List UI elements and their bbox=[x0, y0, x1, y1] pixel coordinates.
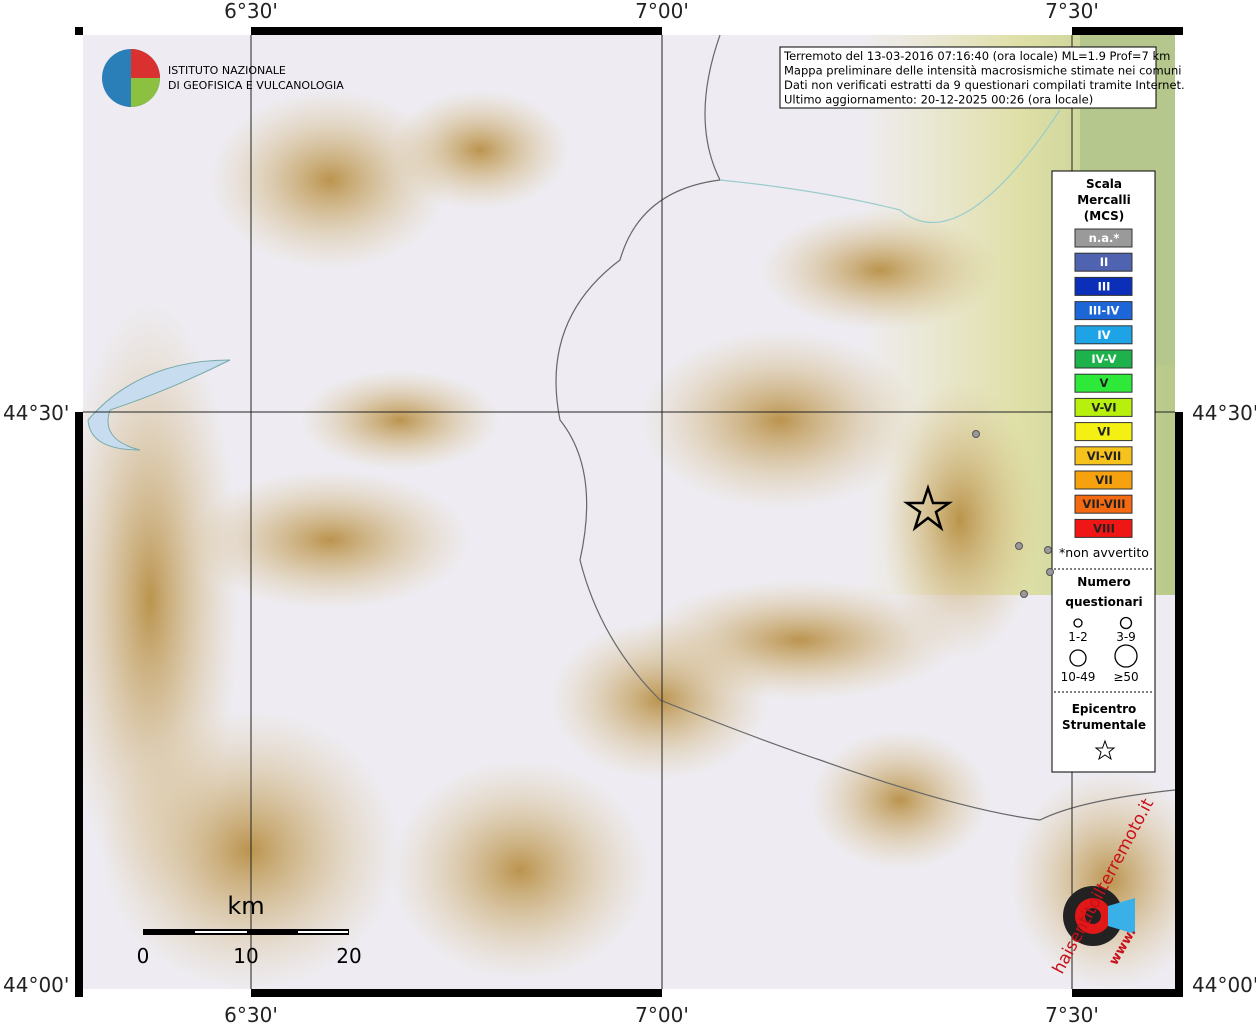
legend-swatch bbox=[1074, 228, 1133, 248]
legend-note: *non avvertito bbox=[1059, 545, 1149, 560]
legend-title: (MCS) bbox=[1084, 209, 1125, 223]
scale-tick: 20 bbox=[336, 944, 361, 968]
info-line: Ultimo aggiornamento: 20-12-2025 00:26 (… bbox=[784, 93, 1093, 107]
legend-swatch bbox=[1074, 470, 1133, 490]
lat-label: 44°00' bbox=[3, 973, 69, 997]
questionnaire-points bbox=[972, 430, 1054, 598]
legend-label: IV bbox=[1097, 328, 1110, 342]
lon-label: 6°30' bbox=[224, 0, 278, 23]
legend-star bbox=[1094, 739, 1116, 761]
lon-label: 7°00' bbox=[635, 1003, 689, 1024]
legend-label: II bbox=[1100, 255, 1109, 269]
legend-title: Mercalli bbox=[1077, 193, 1131, 207]
legend-swatch bbox=[1074, 301, 1133, 321]
info-line: Dati non verificati estratti da 9 questi… bbox=[784, 78, 1185, 92]
legend-swatch bbox=[1074, 446, 1133, 466]
legend-swatch bbox=[1074, 518, 1133, 538]
legend-label: VII-VIII bbox=[1082, 497, 1125, 511]
lat-label: 44°30' bbox=[1192, 401, 1256, 425]
legend-label: VIII bbox=[1093, 521, 1115, 535]
lon-label: 7°30' bbox=[1045, 1003, 1099, 1024]
scale-unit: km bbox=[227, 892, 264, 920]
logo-text: ISTITUTO NAZIONALE bbox=[168, 64, 286, 77]
legend-label: IV-V bbox=[1091, 352, 1116, 366]
legend-swatch bbox=[1074, 494, 1133, 514]
legend-swatch bbox=[1074, 252, 1133, 272]
lon-label: 7°30' bbox=[1045, 0, 1099, 23]
legend-label: n.a.* bbox=[1089, 231, 1120, 245]
legend-swatch bbox=[1074, 422, 1133, 442]
epicenter-star bbox=[902, 484, 954, 532]
legend-title: Epicentro bbox=[1072, 702, 1137, 716]
size-symbol bbox=[1073, 618, 1083, 628]
logo: ISTITUTO NAZIONALE DI GEOFISICA E VULCAN… bbox=[102, 49, 344, 107]
size-label: 3-9 bbox=[1116, 630, 1136, 644]
legend-title: Scala bbox=[1086, 177, 1122, 191]
legend-label: III-IV bbox=[1089, 304, 1120, 318]
legend-label: III bbox=[1098, 279, 1111, 293]
lat-label: 44°00' bbox=[1192, 973, 1256, 997]
legend-swatch bbox=[1074, 373, 1133, 393]
size-label: 1-2 bbox=[1068, 630, 1088, 644]
legend-swatch bbox=[1074, 397, 1133, 417]
legend-label: VI bbox=[1097, 425, 1110, 439]
legend-label: VII bbox=[1095, 473, 1112, 487]
size-symbol bbox=[1119, 616, 1133, 630]
frame-ticks bbox=[75, 27, 1183, 997]
scale-tick: 0 bbox=[137, 944, 150, 968]
legend-swatch bbox=[1074, 325, 1133, 345]
info-box bbox=[779, 46, 1157, 109]
legend-swatch bbox=[1074, 276, 1133, 296]
size-label: 10-49 bbox=[1061, 670, 1096, 684]
legend-label: V-VI bbox=[1091, 400, 1116, 414]
legend-swatch bbox=[1074, 349, 1133, 369]
legend-label: V bbox=[1100, 376, 1109, 390]
lon-label: 7°00' bbox=[635, 0, 689, 23]
info-line: Terremoto del 13-03-2016 07:16:40 (ora l… bbox=[783, 49, 1170, 63]
legend-label: VI-VII bbox=[1087, 449, 1122, 463]
legend-title: questionari bbox=[1065, 595, 1142, 609]
legend-title: Strumentale bbox=[1062, 718, 1146, 732]
lat-label: 44°30' bbox=[3, 401, 69, 425]
size-symbol bbox=[1069, 649, 1087, 667]
logo-text: DI GEOFISICA E VULCANOLOGIA bbox=[168, 79, 344, 92]
size-symbol bbox=[1114, 644, 1138, 668]
terrain bbox=[83, 35, 1175, 989]
info-line: Mappa preliminare delle intensità macros… bbox=[784, 64, 1181, 78]
scale-tick: 10 bbox=[233, 944, 258, 968]
legend-title: Numero bbox=[1077, 575, 1130, 589]
scale-bar: km 0 10 20 bbox=[137, 892, 362, 968]
lon-label: 6°30' bbox=[224, 1003, 278, 1024]
size-label: ≥50 bbox=[1113, 670, 1138, 684]
